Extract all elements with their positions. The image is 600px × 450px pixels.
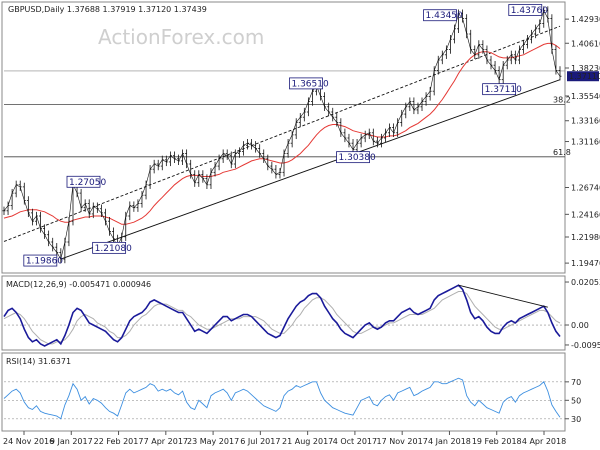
rsi-line bbox=[3, 377, 561, 420]
rsi-tick-label: 30 bbox=[571, 415, 581, 424]
x-tick-label: 24 Nov 2016 bbox=[3, 437, 54, 446]
chart-header: GBPUSD,Daily 1.37688 1.37919 1.37120 1.3… bbox=[8, 5, 207, 14]
rsi-tick-label: 50 bbox=[571, 396, 581, 405]
fib-levels: 38.2 61.8 bbox=[4, 70, 571, 158]
annotation-box bbox=[66, 175, 101, 188]
x-tick-label: 17 Nov 2017 bbox=[377, 437, 428, 446]
macd-tick-label: 0.00 bbox=[571, 321, 589, 330]
x-tick-label: 4 Jan 2018 bbox=[428, 437, 471, 446]
x-tick-label: 22 Feb 2017 bbox=[94, 437, 144, 446]
annotation-label: 1.36510 bbox=[291, 79, 328, 89]
rsi-tick-label: 70 bbox=[571, 378, 581, 387]
x-tick-label: 4 Apr 2018 bbox=[522, 437, 566, 446]
x-tick-label: 7 Apr 2017 bbox=[144, 437, 188, 446]
x-tick-label: 23 May 2017 bbox=[187, 437, 239, 446]
ma-line bbox=[3, 42, 561, 225]
fib-label: 61.8 bbox=[553, 148, 571, 157]
annotation-box bbox=[336, 151, 370, 164]
price-tick-label: 1.35540 bbox=[571, 92, 600, 101]
x-tick-label: 6 Jul 2017 bbox=[240, 437, 280, 446]
price-line bbox=[3, 9, 561, 260]
x-tick-label: 4 Oct 2017 bbox=[333, 437, 377, 446]
macd-trend-line bbox=[458, 284, 548, 308]
price-tick-label: 1.40610 bbox=[571, 39, 600, 48]
annotation-box bbox=[508, 4, 543, 16]
macd-tick-label: -0.009529 bbox=[571, 341, 600, 350]
price-axis: 1.42930 1.40610 1.38230 1.35540 1.33160 1.311… bbox=[565, 15, 600, 268]
price-tick-label: 1.31160 bbox=[571, 138, 600, 147]
macd-tick-label: 0.020535 bbox=[571, 278, 600, 287]
annotation-label: 1.37110 bbox=[485, 85, 522, 95]
annotation-label: 1.43450 bbox=[426, 11, 463, 21]
macd-line bbox=[3, 284, 561, 347]
macd-panel-frame bbox=[1, 275, 566, 351]
current-price-box bbox=[567, 71, 599, 82]
annotation-box bbox=[23, 254, 58, 267]
macd-signal-line bbox=[3, 291, 561, 345]
current-price-label: 1.37110 bbox=[569, 72, 600, 81]
annotation-label: 1.19860 bbox=[26, 257, 63, 267]
x-tick-label: 19 Feb 2018 bbox=[472, 437, 522, 446]
annotation-label: 1.30380 bbox=[339, 153, 376, 163]
annotation-box bbox=[482, 83, 517, 96]
price-tick-label: 1.42930 bbox=[571, 15, 600, 24]
watermark: ActionForex.com bbox=[98, 25, 264, 49]
x-tick-label: 21 Aug 2017 bbox=[282, 437, 333, 446]
price-tick-label: 1.33160 bbox=[571, 117, 600, 126]
annotation-box bbox=[92, 241, 127, 254]
annotation-label: 1.43760 bbox=[511, 6, 548, 16]
annotation-label: 1.27050 bbox=[69, 178, 106, 188]
annotation-box bbox=[423, 9, 457, 22]
rsi-label: RSI(14) 31.6371 bbox=[6, 357, 71, 366]
trend-lines bbox=[3, 25, 561, 260]
price-tick-label: 1.26740 bbox=[571, 184, 600, 193]
fib-label: 38.2 bbox=[553, 96, 571, 105]
price-series bbox=[2, 6, 562, 264]
price-tick-label: 1.21980 bbox=[571, 233, 600, 242]
rsi-panel-frame bbox=[1, 352, 566, 432]
price-tick-label: 1.24160 bbox=[571, 210, 600, 219]
price-tick-label: 1.19470 bbox=[571, 259, 600, 268]
annotation-box bbox=[289, 77, 323, 90]
macd-panel: 0.020535 0.00 -0.009529 bbox=[3, 278, 600, 350]
macd-label: MACD(12,26,9) -0.005471 0.000946 bbox=[6, 280, 151, 289]
lower-trend-line bbox=[60, 79, 561, 260]
annotation-label: 1.21080 bbox=[95, 244, 132, 254]
rsi-panel: 70 50 30 bbox=[3, 377, 581, 424]
price-annotations: 1.19860 1.27050 1.21080 1.36510 1.30380 1.434… bbox=[23, 4, 548, 267]
price-panel-frame bbox=[1, 1, 566, 274]
x-tick-label: 9 Jan 2017 bbox=[50, 437, 93, 446]
price-tick-label: 1.38230 bbox=[571, 64, 600, 73]
